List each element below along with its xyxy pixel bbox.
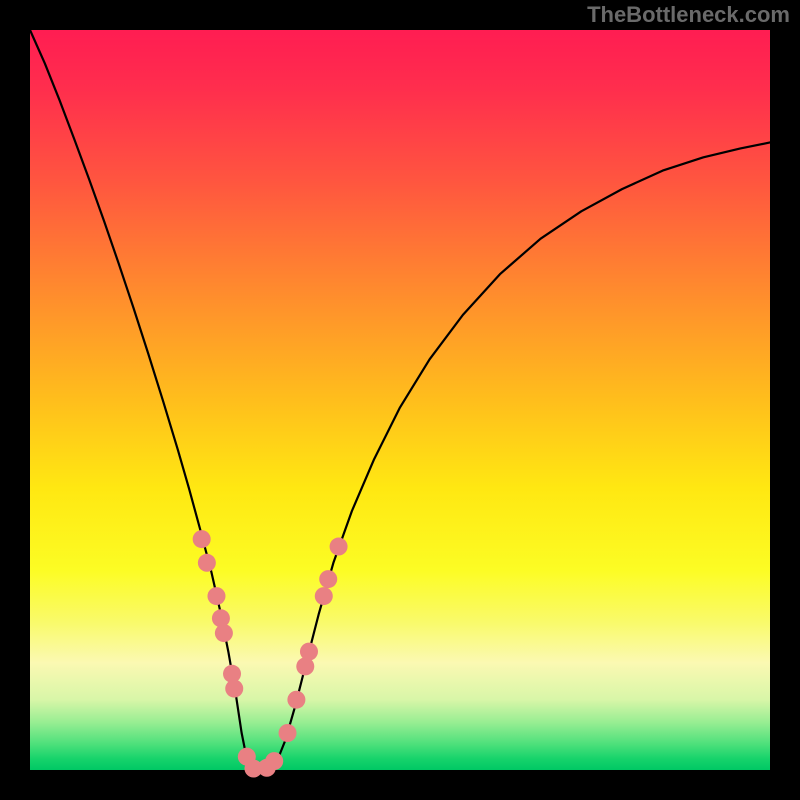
bottleneck-curve-plot [0, 0, 800, 800]
curve-marker [265, 752, 283, 770]
outer-frame: TheBottleneck.com [0, 0, 800, 800]
curve-marker [279, 724, 297, 742]
gradient-background [30, 30, 770, 770]
curve-marker [198, 554, 216, 572]
curve-marker [330, 538, 348, 556]
curve-marker [215, 624, 233, 642]
curve-marker [287, 691, 305, 709]
curve-marker [319, 570, 337, 588]
curve-marker [300, 643, 318, 661]
curve-marker [315, 587, 333, 605]
curve-marker [225, 680, 243, 698]
curve-marker [193, 530, 211, 548]
curve-marker [207, 587, 225, 605]
curve-marker [212, 609, 230, 627]
